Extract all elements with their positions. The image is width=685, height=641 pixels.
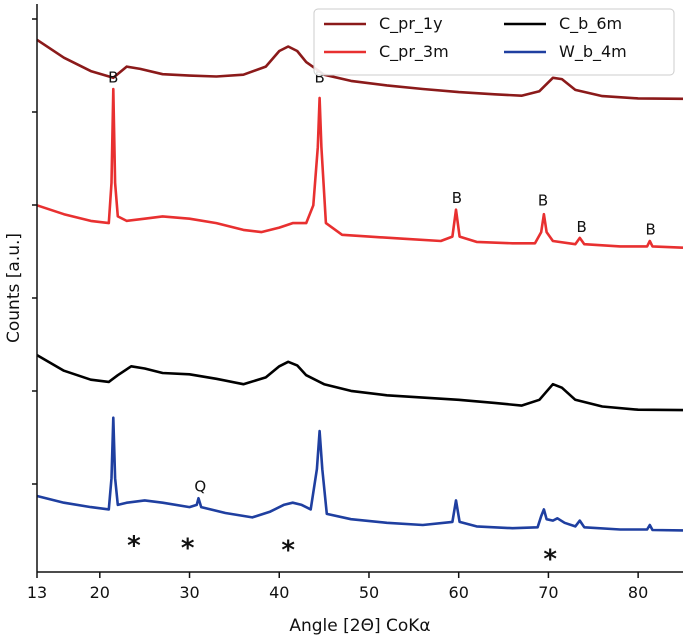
peak-annotation-2: B	[452, 189, 462, 207]
x-tick-label-20: 20	[90, 583, 110, 602]
peak-annotation-5: B	[646, 220, 656, 238]
legend: C_pr_1y C_pr_3m C_b_6m W_b_4m	[313, 8, 675, 76]
peak-annotation-8: *	[181, 534, 195, 564]
x-tick-label-30: 30	[179, 583, 199, 602]
x-tick-label-80: 80	[628, 583, 648, 602]
legend-label-c-b-6m: C_b_6m	[559, 14, 622, 34]
series-layer	[36, 38, 684, 532]
peak-annotation-9: *	[281, 536, 295, 566]
peak-annotation-1: B	[314, 68, 324, 86]
series-line-c-pr-1y	[36, 38, 684, 101]
legend-box	[313, 8, 675, 76]
annotation-layer: B B B B B B Q * * * *	[108, 68, 656, 574]
peak-annotation-6: Q	[194, 478, 206, 496]
x-tick-label-70: 70	[538, 583, 558, 602]
peak-annotation-3: B	[538, 191, 548, 209]
legend-label-c-pr-1y: C_pr_1y	[379, 14, 443, 34]
legend-label-c-pr-3m: C_pr_3m	[379, 42, 449, 62]
x-tick-label-50: 50	[359, 583, 379, 602]
y-axis-label: Counts [a.u.]	[4, 233, 24, 343]
peak-annotation-7: *	[127, 531, 141, 561]
x-tick-label-13: 13	[27, 583, 47, 602]
series-line-c-pr-3m	[36, 87, 684, 249]
series-line-w-b-4m	[36, 416, 684, 532]
legend-label-w-b-4m: W_b_4m	[559, 42, 627, 62]
x-tick-label-60: 60	[449, 583, 469, 602]
x-axis-label: Angle [2Θ] CoKα	[289, 616, 430, 636]
peak-annotation-4: B	[576, 218, 586, 236]
peak-annotation-10: *	[543, 545, 557, 575]
x-tick-label-40: 40	[269, 583, 289, 602]
peak-annotation-0: B	[108, 68, 118, 86]
axes-layer: 13 20 30 40 50 60 70 80	[27, 4, 683, 602]
series-line-c-b-6m	[36, 353, 684, 412]
